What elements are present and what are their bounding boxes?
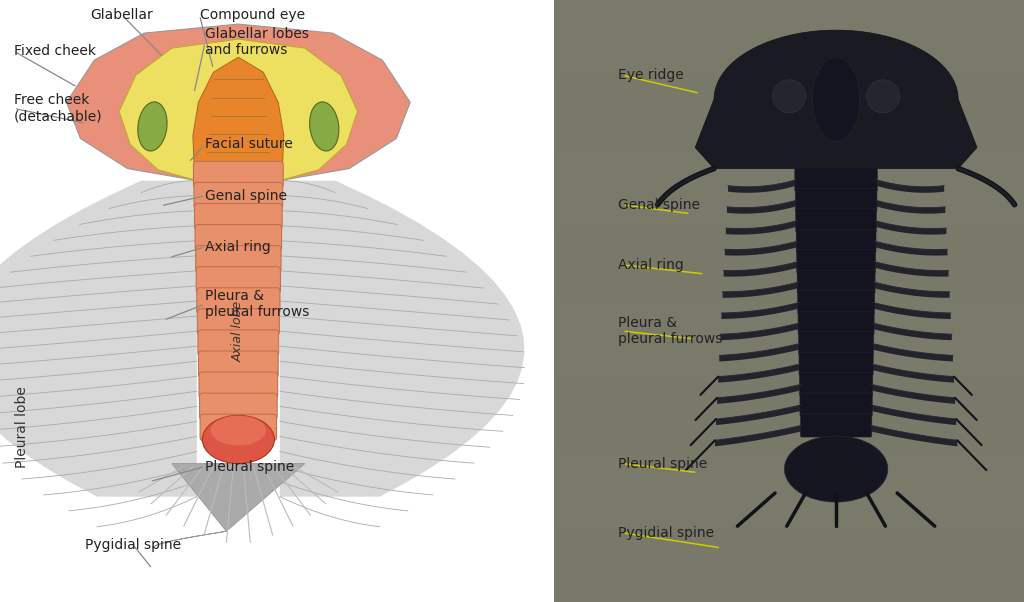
Text: Genal spine: Genal spine [617,197,699,212]
Text: Free cheek
(detachable): Free cheek (detachable) [14,93,102,123]
Text: Pleural lobe: Pleural lobe [15,386,29,468]
Text: Pygidial spine: Pygidial spine [85,538,181,552]
FancyBboxPatch shape [797,250,876,273]
Ellipse shape [138,102,167,151]
FancyBboxPatch shape [801,414,871,437]
FancyBboxPatch shape [800,373,872,396]
FancyBboxPatch shape [798,291,874,314]
FancyBboxPatch shape [796,188,877,212]
FancyBboxPatch shape [199,372,278,399]
Ellipse shape [211,415,266,445]
Polygon shape [193,57,284,199]
FancyBboxPatch shape [199,351,279,377]
FancyBboxPatch shape [194,161,284,188]
Bar [554,226,1024,301]
FancyBboxPatch shape [200,414,276,441]
FancyBboxPatch shape [195,203,283,230]
FancyBboxPatch shape [797,229,877,253]
Bar [554,527,1024,602]
Text: Pleura &
pleural furrows: Pleura & pleural furrows [205,289,309,319]
Text: Axial ring: Axial ring [205,240,270,254]
Text: Fixed cheek: Fixed cheek [14,44,96,58]
Bar [554,452,1024,527]
FancyBboxPatch shape [197,288,280,314]
Ellipse shape [784,436,888,502]
Bar [554,0,1024,75]
FancyBboxPatch shape [196,225,282,251]
Ellipse shape [866,79,899,113]
Ellipse shape [773,79,806,113]
Ellipse shape [813,57,859,141]
Bar [554,75,1024,150]
Ellipse shape [309,102,339,151]
Polygon shape [280,181,524,497]
FancyBboxPatch shape [194,182,283,209]
Text: Pleural spine: Pleural spine [617,456,707,471]
Bar [554,301,1024,376]
Text: Pleura &
pleural furrows: Pleura & pleural furrows [617,316,722,346]
Text: Pleural spine: Pleural spine [205,459,294,474]
FancyBboxPatch shape [796,209,877,232]
Polygon shape [695,30,977,169]
Polygon shape [153,464,305,548]
Text: Glabellar: Glabellar [90,8,154,22]
Polygon shape [0,181,197,497]
FancyBboxPatch shape [799,332,873,355]
FancyBboxPatch shape [197,267,281,293]
Text: Axial ring: Axial ring [617,258,683,272]
Polygon shape [119,39,357,187]
Polygon shape [67,24,411,187]
Text: Eye ridge: Eye ridge [617,68,683,82]
FancyBboxPatch shape [200,393,278,420]
Text: Facial suture: Facial suture [205,137,293,152]
Text: Pygidial spine: Pygidial spine [617,526,714,540]
FancyBboxPatch shape [196,246,281,272]
FancyBboxPatch shape [198,330,279,356]
Text: Compound eye: Compound eye [200,8,305,22]
Text: Genal spine: Genal spine [205,188,287,203]
Text: Axial lobe: Axial lobe [231,300,245,362]
Bar [554,150,1024,226]
FancyBboxPatch shape [795,168,878,191]
FancyBboxPatch shape [797,270,876,294]
FancyBboxPatch shape [799,352,873,376]
FancyBboxPatch shape [800,393,872,417]
FancyBboxPatch shape [198,309,280,335]
FancyBboxPatch shape [798,311,874,335]
Ellipse shape [203,415,274,464]
Text: Glabellar lobes
and furrows: Glabellar lobes and furrows [205,27,309,57]
Bar [554,376,1024,452]
